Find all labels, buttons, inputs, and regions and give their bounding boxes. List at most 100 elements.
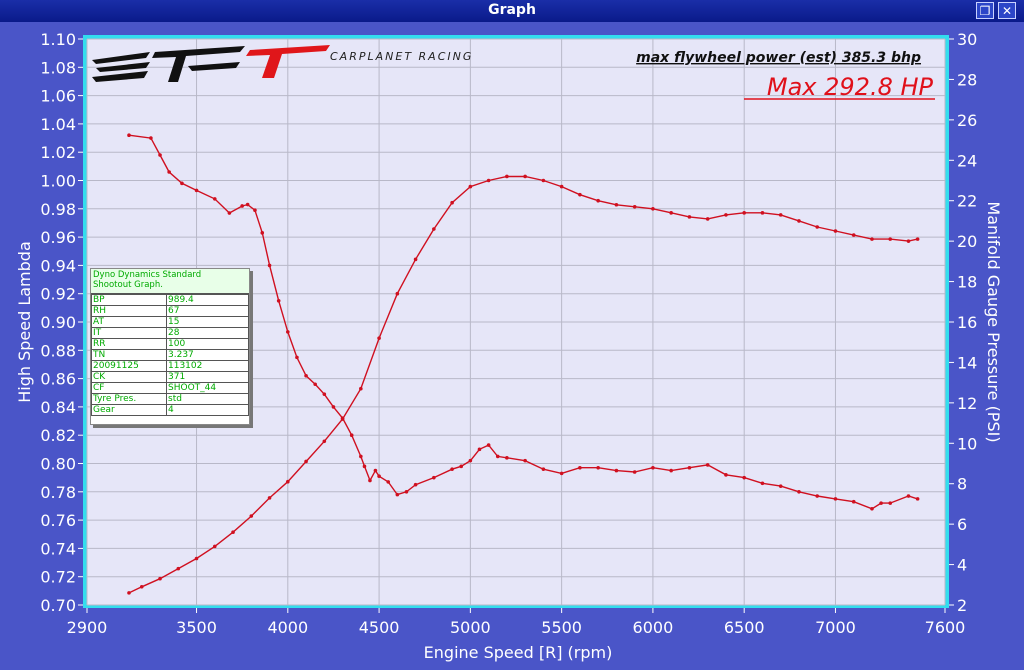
y-left-tick-label: 1.06 xyxy=(40,87,76,106)
lambda-point xyxy=(167,170,171,174)
logo: CARPLANET RACING xyxy=(92,45,471,82)
pressure-point xyxy=(359,386,363,391)
dyno-chart: 0.70 0.72 0.74 0.76 0.78 0.80 0.82 0.84 0.86 0.88… xyxy=(15,30,1003,662)
info-row: CK 371 xyxy=(91,371,249,383)
left-axis-ticks: 0.70 0.72 0.74 0.76 0.78 0.80 0.82 0.84 0.86 0.88… xyxy=(40,30,83,615)
y-left-tick-label: 1.10 xyxy=(40,30,76,49)
lambda-point xyxy=(778,484,783,488)
y-right-tick-label: 28 xyxy=(957,70,977,89)
lambda-point xyxy=(651,465,655,470)
restore-icon[interactable]: ❐ xyxy=(976,2,994,19)
x-tick-label: 3500 xyxy=(176,618,217,637)
lambda-point xyxy=(541,467,546,471)
info-row: RR 100 xyxy=(91,338,249,350)
info-value: 3.237 xyxy=(166,349,249,361)
x-tick-label: 4500 xyxy=(359,618,400,637)
lambda-point xyxy=(304,373,308,378)
pressure-point xyxy=(632,204,637,209)
close-icon[interactable]: ✕ xyxy=(998,2,1016,19)
pressure-point xyxy=(450,200,454,205)
lambda-point xyxy=(495,454,500,459)
info-key: TN xyxy=(91,349,167,361)
y-right-tick-label: 6 xyxy=(957,515,967,534)
y-left-tick-label: 0.88 xyxy=(40,341,76,360)
info-row: Gear 4 xyxy=(91,404,249,416)
info-row: AT 15 xyxy=(91,316,249,328)
lambda-point xyxy=(632,470,637,474)
pressure-point xyxy=(614,202,619,207)
pressure-point xyxy=(267,496,272,500)
y-right-tick-label: 30 xyxy=(957,30,977,49)
info-row: RH 67 xyxy=(91,305,249,317)
x-tick-label: 7600 xyxy=(925,618,966,637)
lambda-point xyxy=(245,202,250,207)
lambda-point xyxy=(815,494,820,498)
lambda-point xyxy=(870,506,874,511)
y-right-tick-label: 8 xyxy=(957,475,967,494)
lambda-point xyxy=(158,153,162,157)
lambda-point xyxy=(477,447,482,452)
info-row: 20091125 113102 xyxy=(91,360,249,372)
lambda-point xyxy=(286,330,290,334)
pressure-point xyxy=(176,566,181,571)
pressure-point xyxy=(724,213,728,217)
y-right-tick-label: 20 xyxy=(957,232,977,251)
pressure-point xyxy=(778,213,783,217)
lambda-point xyxy=(459,464,464,469)
pressure-point xyxy=(322,439,327,444)
lambda-point xyxy=(331,405,336,409)
y-axis-right-label: Manifold Gauge Pressure (PSI) xyxy=(984,201,1003,442)
lambda-point xyxy=(879,501,883,505)
lambda-point xyxy=(227,211,232,215)
lambda-point xyxy=(362,464,367,469)
pressure-point xyxy=(559,184,564,189)
info-value: 371 xyxy=(166,371,249,383)
lambda-point xyxy=(432,475,436,480)
pressure-point xyxy=(578,192,582,197)
x-axis-label: Engine Speed [R] (rpm) xyxy=(424,643,613,662)
pressure-point xyxy=(304,459,308,464)
y-left-tick-label: 0.72 xyxy=(40,568,76,587)
info-key: Tyre Pres. xyxy=(91,393,167,405)
lambda-point xyxy=(373,468,378,473)
lambda-point xyxy=(295,355,299,360)
lambda-point xyxy=(486,443,491,447)
lambda-point xyxy=(833,497,838,501)
y-left-tick-label: 0.82 xyxy=(40,426,76,445)
x-tick-label: 5000 xyxy=(450,618,491,637)
lambda-point xyxy=(149,136,153,140)
info-key: RH xyxy=(91,305,167,317)
info-title-line1: Dyno Dynamics Standard xyxy=(93,270,202,280)
pressure-point xyxy=(523,174,527,179)
lambda-point xyxy=(359,454,363,459)
y-left-tick-label: 1.04 xyxy=(40,115,76,134)
lambda-point xyxy=(127,133,131,138)
y-left-tick-label: 0.94 xyxy=(40,256,76,275)
pressure-point xyxy=(851,233,856,237)
lambda-point xyxy=(687,465,692,470)
y-right-tick-label: 10 xyxy=(957,434,977,453)
y-left-tick-label: 0.70 xyxy=(40,596,76,615)
info-key: RR xyxy=(91,338,167,350)
info-key: BP xyxy=(91,294,167,306)
info-row: TN 3.237 xyxy=(91,349,249,361)
y-left-tick-label: 0.86 xyxy=(40,370,76,389)
title-bar: Graph ❐ ✕ xyxy=(0,0,1024,22)
lambda-point xyxy=(705,463,710,467)
pressure-point xyxy=(212,544,217,549)
pressure-point xyxy=(340,417,345,421)
pressure-point xyxy=(651,207,655,211)
info-table: BP 989.4 RH 67 AT 15 IT 28 RR 100 TN 3.237 20091125 1… xyxy=(91,294,249,416)
lambda-point xyxy=(450,467,454,471)
lambda-point xyxy=(851,499,856,504)
y-right-tick-label: 12 xyxy=(957,394,977,413)
info-row: CF SHOOT_44 xyxy=(91,382,249,394)
pressure-point xyxy=(815,225,820,229)
y-left-tick-label: 0.90 xyxy=(40,313,76,332)
pressure-point xyxy=(194,556,199,561)
pressure-point xyxy=(915,237,920,241)
pressure-point xyxy=(505,174,509,179)
lambda-point xyxy=(253,208,257,213)
x-tick-label: 2900 xyxy=(67,618,108,637)
